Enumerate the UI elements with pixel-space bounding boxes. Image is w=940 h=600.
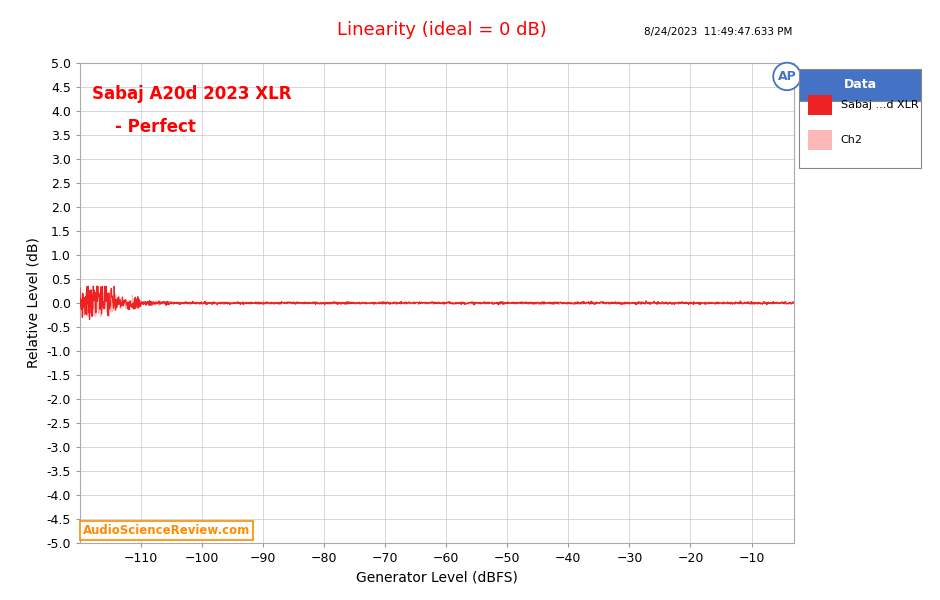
Text: Sabaj ...d XLR: Sabaj ...d XLR — [840, 100, 918, 110]
Bar — [807, 95, 832, 115]
Text: Sabaj A20d 2023 XLR: Sabaj A20d 2023 XLR — [92, 85, 291, 103]
Text: AP: AP — [777, 70, 796, 83]
Text: Linearity (ideal = 0 dB): Linearity (ideal = 0 dB) — [337, 21, 547, 39]
Y-axis label: Relative Level (dB): Relative Level (dB) — [27, 238, 40, 368]
Bar — [807, 130, 832, 150]
X-axis label: Generator Level (dBFS): Generator Level (dBFS) — [356, 571, 518, 584]
Bar — [799, 69, 921, 101]
Text: 8/24/2023  11:49:47.633 PM: 8/24/2023 11:49:47.633 PM — [644, 27, 792, 37]
Bar — [799, 101, 921, 168]
Text: AudioScienceReview.com: AudioScienceReview.com — [83, 524, 250, 537]
Text: Data: Data — [843, 79, 877, 91]
Text: - Perfect: - Perfect — [92, 118, 196, 136]
Text: Ch2: Ch2 — [840, 135, 863, 145]
